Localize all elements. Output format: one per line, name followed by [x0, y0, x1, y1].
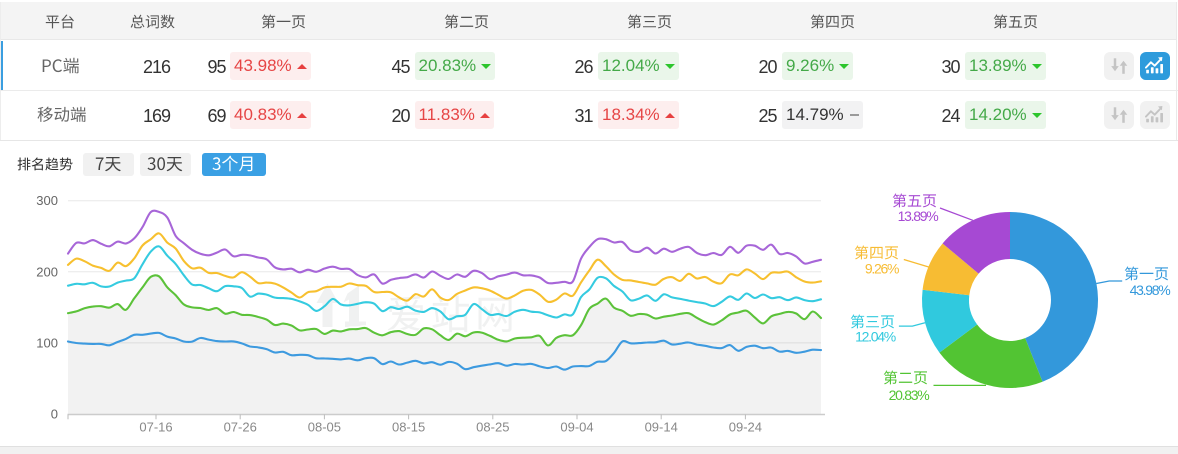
svg-text:20.83%: 20.83%: [889, 387, 930, 403]
svg-text:09-24: 09-24: [729, 420, 762, 435]
svg-text:0: 0: [51, 407, 58, 422]
svg-text:43.98%: 43.98%: [1130, 282, 1171, 298]
svg-text:13.89%: 13.89%: [898, 208, 939, 224]
svg-text:08-05: 08-05: [308, 420, 341, 435]
svg-text:07-16: 07-16: [139, 420, 172, 435]
svg-text:08-25: 08-25: [476, 420, 509, 435]
svg-text:200: 200: [36, 264, 58, 279]
svg-text:12.04%: 12.04%: [855, 329, 896, 345]
svg-text:300: 300: [36, 193, 58, 208]
svg-text:09-14: 09-14: [645, 420, 678, 435]
svg-text:100: 100: [36, 335, 58, 350]
svg-text:07-26: 07-26: [224, 420, 257, 435]
svg-text:9.26%: 9.26%: [865, 261, 899, 277]
svg-text:08-15: 08-15: [392, 420, 425, 435]
svg-text:09-04: 09-04: [560, 420, 593, 435]
